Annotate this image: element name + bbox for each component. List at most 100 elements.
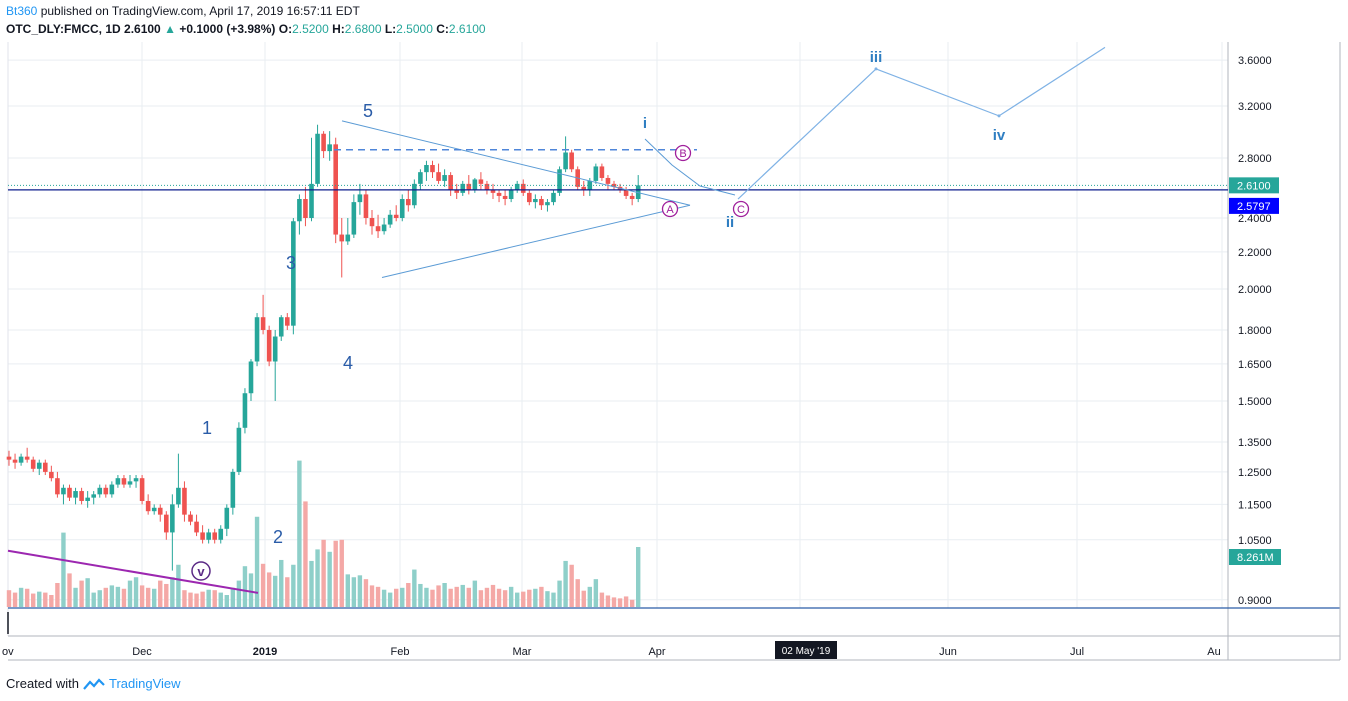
candle (206, 528, 211, 544)
volume-bar (230, 587, 236, 607)
volume-bar (170, 577, 175, 607)
candle-body (103, 487, 109, 495)
last-price-tag-text: 2.6100 (1237, 180, 1271, 192)
candle-body (176, 487, 181, 505)
volume-bar (224, 595, 229, 607)
candle-body (454, 189, 459, 193)
candle-body (18, 456, 24, 463)
volume-bar (291, 564, 296, 607)
volume-bar (176, 564, 181, 607)
volume-bar (424, 587, 429, 607)
candle-body (67, 487, 72, 498)
volume-bar (418, 583, 423, 607)
candle-body (533, 199, 538, 203)
volume-bar (387, 592, 393, 607)
volume-bar (212, 590, 217, 607)
candle (496, 189, 502, 203)
high-label: H: (332, 22, 345, 36)
volume-bar (587, 586, 592, 607)
candle-body (321, 133, 326, 152)
candle-body (139, 478, 145, 501)
y-tick-label: 2.4000 (1238, 213, 1272, 225)
candle-body (24, 456, 30, 460)
candle-body (85, 497, 90, 501)
volume-bar (381, 589, 387, 607)
volume-bar (545, 591, 550, 607)
candle-body (145, 500, 151, 512)
candle-body (164, 514, 169, 533)
wave-label-3: 3 (286, 253, 296, 273)
wave-label-iv: iv (993, 127, 1006, 144)
volume-bar (6, 590, 12, 607)
candle (67, 484, 72, 501)
volume-bar (593, 579, 599, 607)
candle-body (387, 214, 393, 225)
wave-label-C: C (737, 204, 745, 216)
candle-body (399, 199, 405, 218)
candle (164, 511, 169, 540)
candle-body (55, 478, 60, 495)
candle (218, 525, 224, 544)
wave-v-circle (191, 561, 211, 581)
candle-body (260, 317, 266, 330)
publish-line: Bt360 published on TradingView.com, Apri… (6, 4, 360, 18)
level-price-tag-text: 2.5797 (1237, 201, 1271, 213)
candle (297, 194, 302, 235)
volume-bar (260, 563, 266, 607)
candle-body (285, 317, 290, 326)
candle (109, 481, 115, 498)
candle-body (224, 507, 230, 529)
candle-body (297, 199, 302, 222)
volume-bar (363, 579, 369, 607)
volume-bar (442, 583, 447, 607)
candle (212, 528, 217, 544)
volume-bar (527, 589, 532, 607)
y-tick-label: 1.3500 (1238, 437, 1272, 449)
candle (133, 475, 139, 488)
volume-bar (484, 587, 490, 607)
wave-label-A: A (666, 204, 674, 216)
candle-body (502, 195, 508, 200)
candle (406, 189, 411, 212)
candle-body (230, 471, 236, 508)
volume-bar (61, 532, 66, 607)
candle (254, 313, 260, 367)
candle-body (593, 166, 599, 181)
candle-body (291, 221, 296, 326)
y-tick-label: 1.6500 (1238, 359, 1272, 371)
candle-body (91, 494, 96, 498)
candle-body (303, 199, 308, 218)
volume-bar (521, 591, 526, 607)
volume-bar (85, 578, 90, 607)
x-tick-label: Mar (513, 646, 532, 658)
tradingview-brand[interactable]: TradingView (108, 676, 181, 691)
candle-body (97, 487, 103, 495)
wave-label-2: 2 (273, 527, 283, 547)
publisher-name[interactable]: Bt360 (6, 4, 38, 18)
candle-body (127, 481, 133, 485)
volume-bar (490, 584, 496, 607)
x-tick-label: Jul (1070, 646, 1084, 658)
volume-bar (496, 588, 502, 607)
candle (442, 169, 447, 187)
projection-point (997, 114, 1001, 118)
candle-body (248, 361, 254, 394)
candle-body (218, 528, 224, 540)
candle (30, 456, 36, 472)
level-price-tag-bg (1229, 197, 1279, 214)
x-tick-label: Apr (648, 646, 665, 658)
volume-bar (182, 590, 187, 607)
price-chart[interactable]: 3.6000 3.2000 2.8000 2.4000 2.2000 2.0000 1.80… (0, 0, 1348, 670)
close-label: C: (436, 22, 449, 36)
candle-body (587, 180, 593, 190)
volume-bar (164, 583, 169, 607)
triangle-lower-line (381, 204, 691, 278)
volume-bar (266, 572, 272, 607)
candle (121, 475, 127, 488)
candle (520, 179, 526, 196)
wave-label-4: 4 (343, 353, 353, 373)
candle-body (581, 186, 587, 190)
y-tick-label: 1.2500 (1238, 467, 1272, 479)
wave-ii-path (644, 138, 736, 196)
candle (18, 453, 24, 466)
